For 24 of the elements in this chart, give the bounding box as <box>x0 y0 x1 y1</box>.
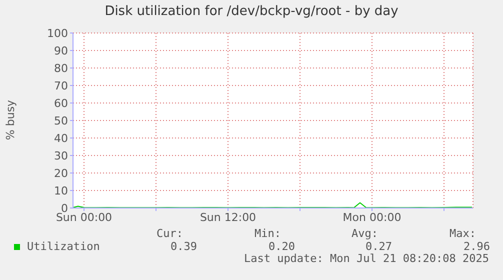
text: Last update: Mon Jul 21 08:20:08 2025 <box>244 252 489 265</box>
y-tick-label: 20 <box>54 166 68 180</box>
text: 0.27 <box>366 240 392 253</box>
text: 0.39 <box>170 240 197 253</box>
y-tick-label: 90 <box>54 44 68 58</box>
chart-title: Disk utilization for /dev/bckp-vg/root - by day <box>104 4 400 19</box>
text: Cur: <box>156 227 183 240</box>
y-tick-label: 50 <box>54 114 68 128</box>
text: Avg: <box>352 227 378 240</box>
y-tick-label: 60 <box>54 96 68 110</box>
y-tick-label: 10 <box>54 184 68 198</box>
text: 2.96 <box>464 240 490 253</box>
y-tick-label: 40 <box>54 132 68 145</box>
x-tick-label: Sun 12:00 <box>200 210 256 224</box>
y-tick-label: 100 <box>47 26 68 40</box>
y-tick-label: 30 <box>54 149 68 162</box>
y-axis-title: % busy <box>4 100 17 140</box>
y-tick-label: 70 <box>54 79 68 92</box>
x-tick-label: Mon 00:00 <box>342 210 402 224</box>
text: Max: <box>450 227 476 240</box>
text: Min: <box>254 227 281 240</box>
y-tick-label: 80 <box>54 62 68 75</box>
legend-label: Utilization <box>27 240 100 253</box>
text: 0.20 <box>268 240 295 253</box>
